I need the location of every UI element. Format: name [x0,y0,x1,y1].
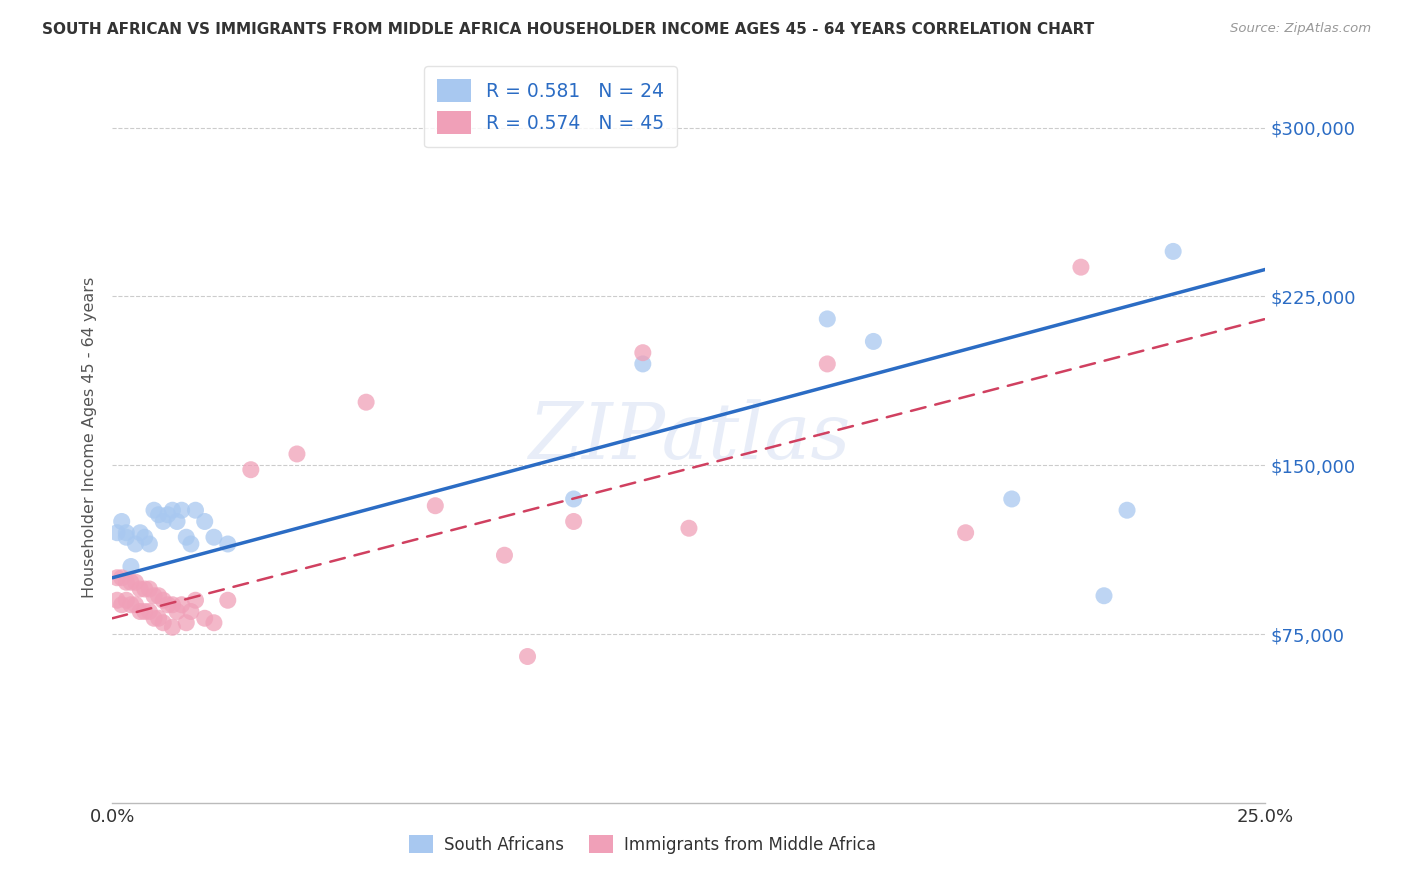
Point [180,605,202,619]
Point [631,357,654,371]
Point [217,593,239,607]
Point [134,605,156,619]
Point [143,589,166,603]
Point [124,537,146,551]
Point [162,598,184,612]
Text: SOUTH AFRICAN VS IMMIGRANTS FROM MIDDLE AFRICA HOUSEHOLDER INCOME AGES 45 - 64 Y: SOUTH AFRICAN VS IMMIGRANTS FROM MIDDLE … [42,22,1094,37]
Point [152,615,174,630]
Point [170,503,193,517]
Point [1092,589,1115,603]
Text: ZIPatlas: ZIPatlas [527,399,851,475]
Point [124,598,146,612]
Point [124,575,146,590]
Point [152,593,174,607]
Point [105,593,128,607]
Point [138,605,160,619]
Text: Source: ZipAtlas.com: Source: ZipAtlas.com [1230,22,1371,36]
Point [148,589,170,603]
Point [111,515,134,529]
Point [148,611,170,625]
Point [184,593,207,607]
Point [134,530,156,544]
Point [180,537,202,551]
Legend: South Africans, Immigrants from Middle Africa: South Africans, Immigrants from Middle A… [402,829,883,860]
Point [194,515,217,529]
Point [166,515,188,529]
Point [120,559,142,574]
Point [217,537,239,551]
Point [115,530,138,544]
Point [115,593,138,607]
Point [1116,503,1139,517]
Point [170,598,193,612]
Point [678,521,700,535]
Point [815,312,838,326]
Point [862,334,884,349]
Point [184,503,207,517]
Point [115,525,138,540]
Point [285,447,308,461]
Point [129,605,152,619]
Point [162,503,184,517]
Point [425,499,447,513]
Point [955,525,977,540]
Point [494,548,516,562]
Y-axis label: Householder Income Ages 45 - 64 years: Householder Income Ages 45 - 64 years [82,277,97,598]
Point [174,530,197,544]
Point [239,463,262,477]
Point [111,571,134,585]
Point [1070,260,1092,275]
Point [120,598,142,612]
Point [202,615,225,630]
Point [562,491,585,506]
Point [562,515,585,529]
Point [815,357,838,371]
Point [143,503,166,517]
Point [152,515,174,529]
Point [120,575,142,590]
Point [194,611,217,625]
Point [143,611,166,625]
Point [129,525,152,540]
Point [174,615,197,630]
Point [1001,491,1024,506]
Point [202,530,225,544]
Point [129,582,152,596]
Point [162,620,184,634]
Point [156,598,179,612]
Point [115,575,138,590]
Point [631,345,654,359]
Point [138,582,160,596]
Point [1161,244,1184,259]
Point [156,508,179,522]
Point [516,649,538,664]
Point [354,395,377,409]
Point [166,605,188,619]
Point [148,508,170,522]
Point [111,598,134,612]
Point [134,582,156,596]
Point [105,571,128,585]
Point [138,537,160,551]
Point [105,525,128,540]
